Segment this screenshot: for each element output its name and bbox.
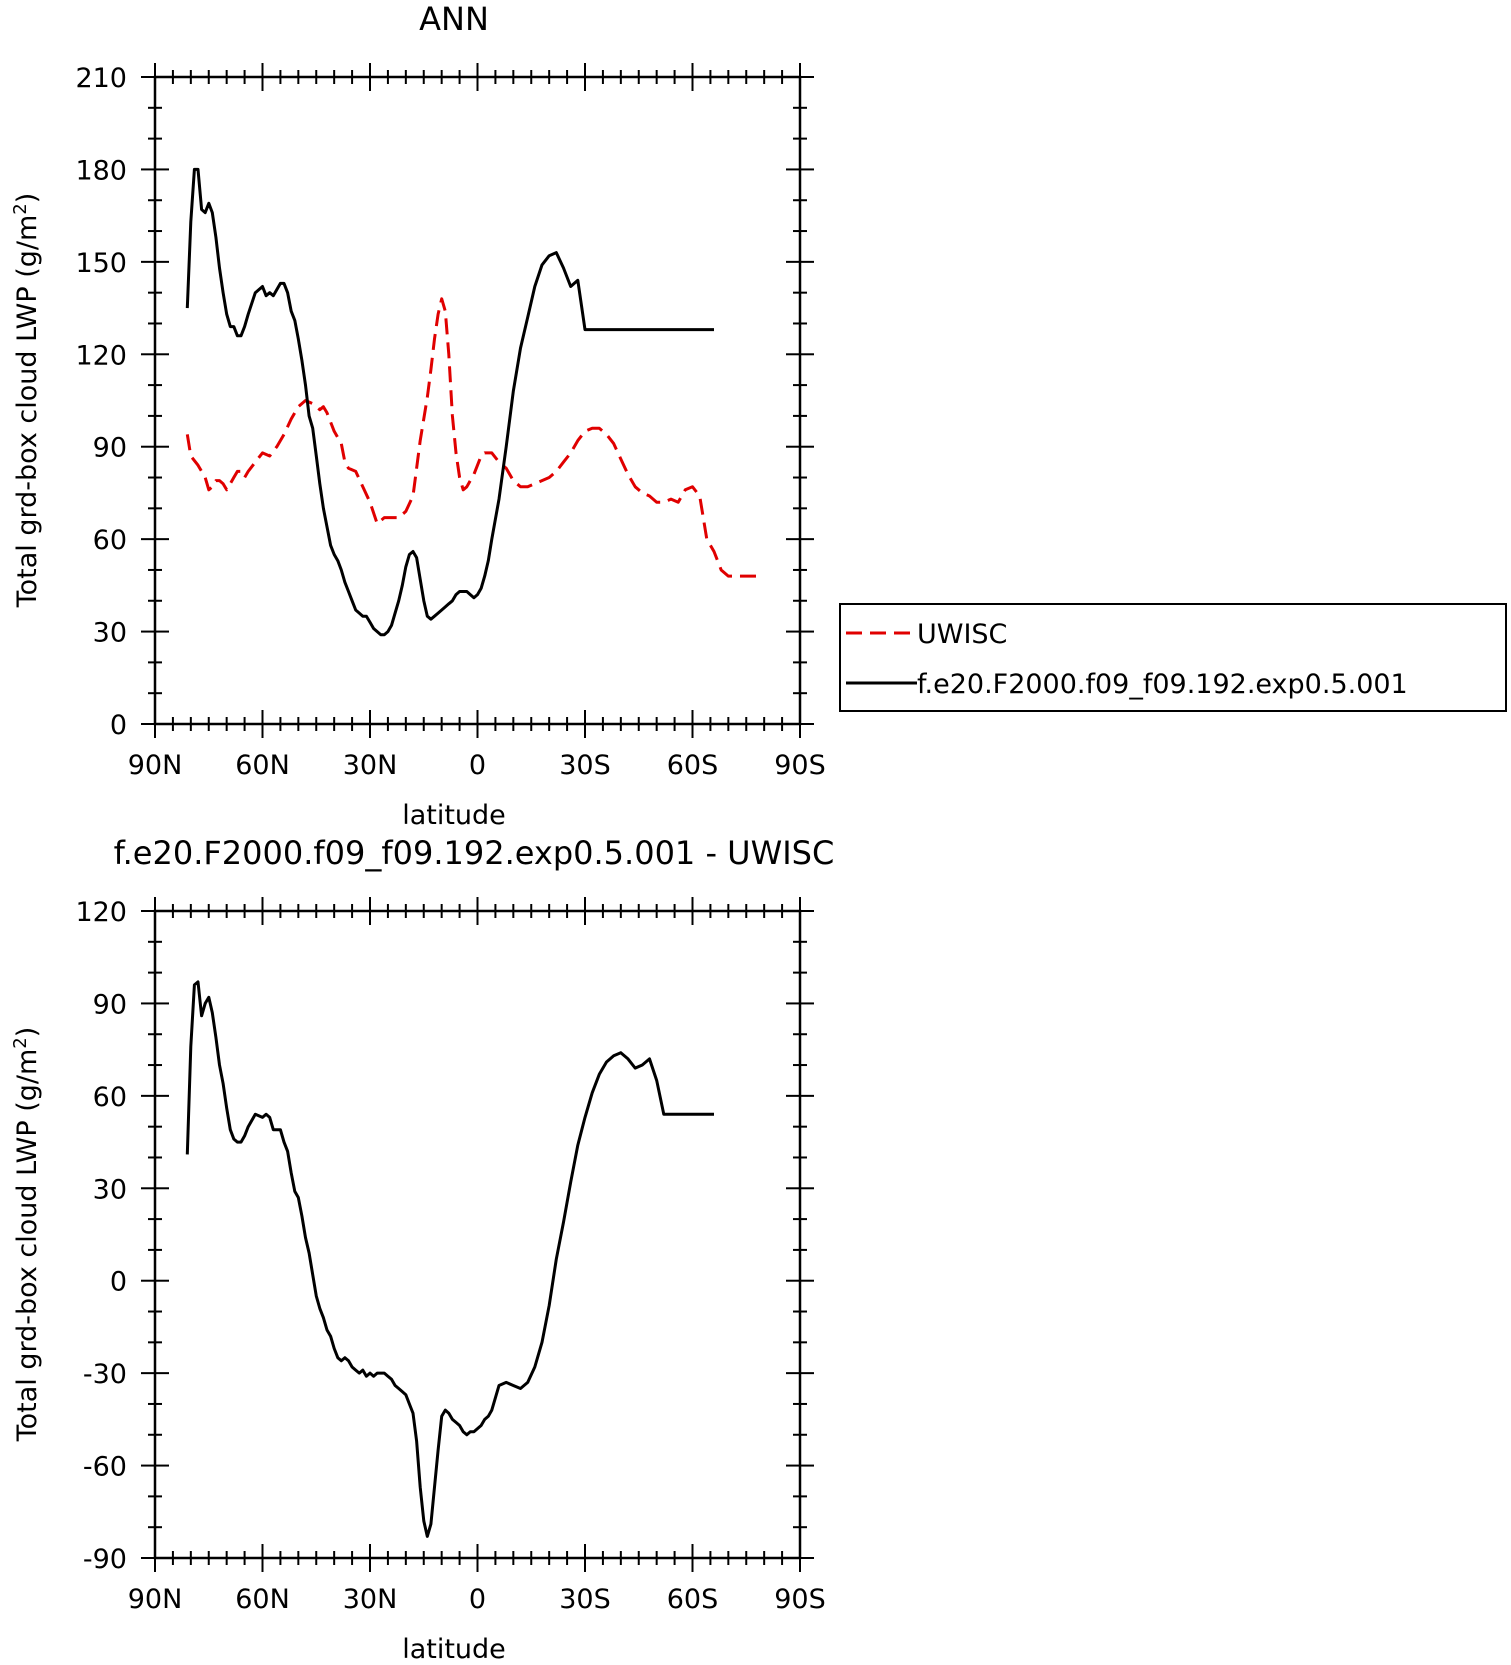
bottom-y-tick-label: 30 [93, 1174, 127, 1205]
top-y-tick-label: 90 [93, 433, 127, 464]
top-y-tick-label: 30 [93, 618, 127, 649]
bottom-y-tick-label: -60 [83, 1452, 127, 1483]
legend-box [839, 603, 1507, 712]
top-x-tick-label: 0 [469, 750, 486, 781]
top-x-axis-label: latitude [402, 800, 506, 831]
top-y-tick-label: 180 [75, 155, 127, 186]
bottom-x-tick-label: 60S [667, 1584, 719, 1615]
top-y-tick-label: 120 [75, 340, 127, 371]
bottom-x-tick-label: 90N [128, 1584, 183, 1615]
bottom-y-tick-label: 120 [75, 897, 127, 928]
bottom-y-tick-label: 0 [110, 1267, 127, 1298]
top-plot-frame [153, 75, 802, 726]
bottom-y-axis-label: Total grd-box cloud LWP (g/m2) [10, 1027, 43, 1443]
legend-model-label: f.e20.F2000.f09_f09.192.exp0.5.001 [917, 669, 1408, 700]
bottom-panel: f.e20.F2000.f09_f09.192.exp0.5.001 - UWI… [10, 834, 834, 1665]
legend-uwisc-label: UWISC [917, 619, 1007, 650]
bottom-plot-frame [153, 909, 802, 1560]
top-x-tick-label: 60S [667, 750, 719, 781]
bottom-y-tick-label: -30 [83, 1359, 127, 1390]
top-y-tick-label: 150 [75, 248, 127, 279]
top-axes: 90N 60N 30N 0 30S 60S 90S 0 30 60 90 120 150 180 210 [75, 63, 826, 781]
top-y-axis-label: Total grd-box cloud LWP (g/m2) [10, 193, 43, 609]
top-panel: ANN 90N 60N 30N 0 30S 60S 90S 0 30 60 90 120 150 180 2… [10, 0, 1507, 831]
top-x-tick-label: 60N [235, 750, 290, 781]
top-y-tick-label: 0 [110, 710, 127, 741]
top-y-tick-label: 210 [75, 63, 127, 94]
top-series-line-0 [185, 297, 757, 578]
bottom-axes: 90N 60N 30N 0 30S 60S 90S -90 -60 -30 0 30 60 90 120 [75, 897, 826, 1615]
top-chart-title: ANN [419, 0, 489, 38]
bottom-series-line-0 [185, 980, 714, 1538]
top-x-tick-label: 90S [774, 750, 826, 781]
top-series-line-1 [185, 167, 714, 637]
bottom-y-tick-label: 60 [93, 1082, 127, 1113]
top-x-tick-label: 30N [343, 750, 398, 781]
bottom-series-layer [185, 980, 714, 1538]
bottom-x-tick-label: 0 [469, 1584, 486, 1615]
legend: UWISC f.e20.F2000.f09_f09.192.exp0.5.001 [839, 603, 1507, 712]
top-x-tick-label: 30S [559, 750, 611, 781]
top-x-tick-label: 90N [128, 750, 183, 781]
bottom-chart-title: f.e20.F2000.f09_f09.192.exp0.5.001 - UWI… [114, 834, 835, 872]
bottom-x-tick-label: 30N [343, 1584, 398, 1615]
top-y-tick-label: 60 [93, 525, 127, 556]
bottom-x-axis-label: latitude [402, 1634, 506, 1665]
top-series-layer [185, 167, 757, 637]
bottom-y-tick-label: 90 [93, 989, 127, 1020]
bottom-x-tick-label: 30S [559, 1584, 611, 1615]
bottom-y-tick-label: -90 [83, 1544, 127, 1575]
bottom-x-tick-label: 90S [774, 1584, 826, 1615]
bottom-x-tick-label: 60N [235, 1584, 290, 1615]
